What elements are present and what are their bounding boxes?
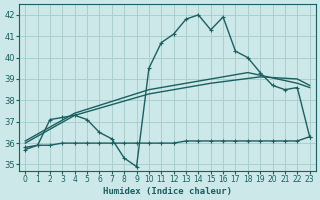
X-axis label: Humidex (Indice chaleur): Humidex (Indice chaleur) bbox=[103, 187, 232, 196]
